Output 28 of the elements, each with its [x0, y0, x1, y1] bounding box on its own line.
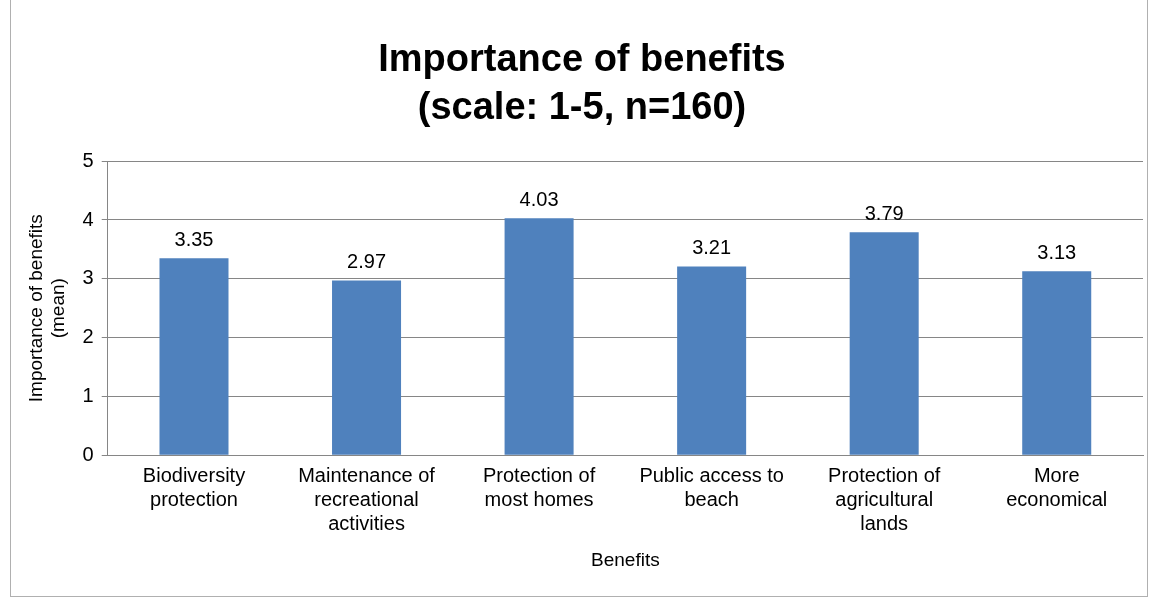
bar	[332, 280, 402, 455]
data-label: 3.13	[1037, 240, 1077, 263]
y-tick-label: 1	[82, 383, 94, 406]
y-tick-label: 3	[82, 266, 94, 289]
chart-title: Importance of benefits	[378, 37, 786, 80]
data-label: 2.97	[347, 250, 387, 273]
y-tick-label: 2	[82, 325, 94, 348]
data-label: 3.35	[174, 227, 214, 250]
chart-subtitle: (scale: 1-5, n=160)	[417, 84, 747, 127]
data-label: 3.21	[692, 235, 732, 258]
y-axis-title: Importance of benefits (mean)	[24, 214, 69, 403]
x-tick-label: Public access to beach	[639, 463, 784, 510]
x-axis-title: Benefits	[591, 548, 660, 570]
x-tick-label: Protection of agricultural lands	[828, 463, 941, 534]
bar	[1022, 271, 1092, 455]
x-tick-label: More economical	[1006, 463, 1108, 510]
x-tick-label: Biodiversity protection	[142, 463, 246, 510]
x-tick-label: Maintenance of recreational activities	[298, 463, 436, 534]
data-label: 3.79	[864, 201, 904, 224]
y-tick-label: 4	[82, 207, 94, 230]
bar	[849, 232, 919, 455]
data-label: 4.03	[519, 187, 559, 210]
y-tick-label: 5	[82, 148, 94, 171]
bar	[159, 258, 229, 455]
x-tick-label: Protection of most homes	[482, 463, 596, 510]
bar	[504, 218, 574, 455]
bar	[677, 266, 747, 455]
y-tick-label: 0	[82, 442, 94, 465]
